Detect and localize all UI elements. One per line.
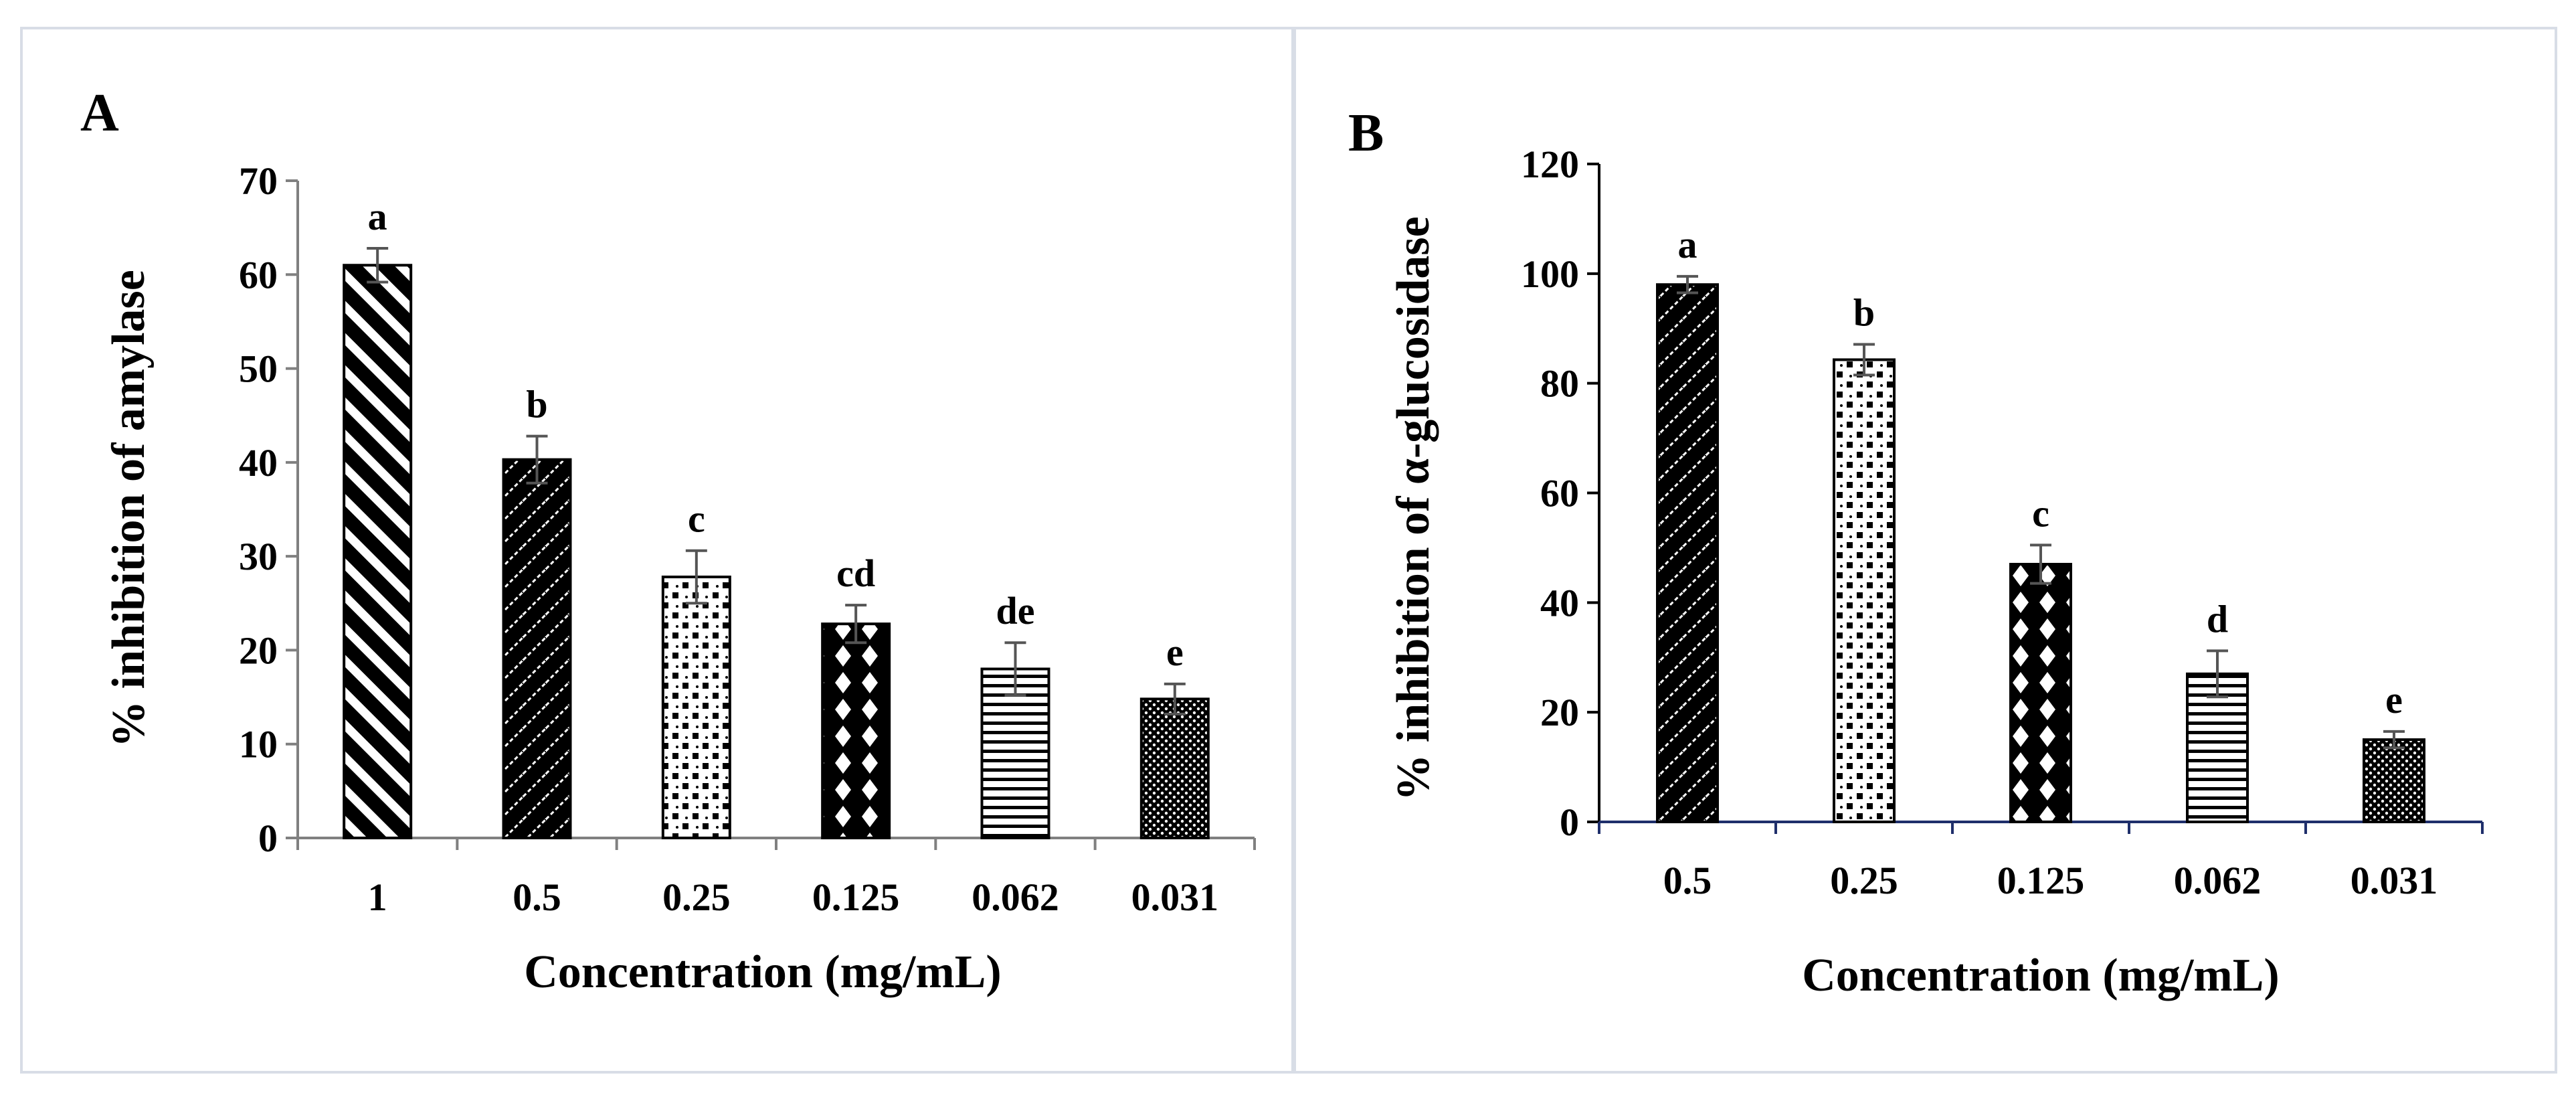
panel-b-x-axis-title: Concentration (mg/mL) xyxy=(1802,950,2280,1001)
panel-b-x-tick-label: 0.5 xyxy=(1663,859,1712,902)
panel-b-y-tick-label: 80 xyxy=(1540,362,1579,406)
panel-b-bar xyxy=(2363,738,2425,823)
panel-a-x-tick-label: 0.5 xyxy=(513,875,561,919)
panel-b-label: B xyxy=(1348,104,1384,163)
panel-b-bar xyxy=(2009,562,2072,823)
panel-a-x-tick-label: 0.125 xyxy=(812,875,900,919)
panel-b-significance-label: d xyxy=(2207,597,2228,641)
panel-b-border xyxy=(1293,27,2557,1074)
panel-b-x-tick-label: 0.031 xyxy=(2351,859,2438,902)
panel-b-bar xyxy=(1656,283,1719,823)
panel-a-significance-label: cd xyxy=(836,552,875,595)
panel-a-y-tick-label: 40 xyxy=(239,441,278,485)
panel-b-plot: 0 20 40 60 80 100 120 a 0.5 b 0.25 c 0.125 d 0.062 e 0.0… xyxy=(1521,143,2484,902)
panel-a-plot: 0 10 20 30 40 50 60 70 a 1 b 0.5 c 0.25 cd 0.125 de 0.062… xyxy=(239,159,1256,919)
panel-a-bar xyxy=(980,667,1050,839)
panel-a-significance-label: c xyxy=(688,497,705,541)
panel-a-y-tick-label: 0 xyxy=(258,817,278,860)
panel-b-y-tick-label: 100 xyxy=(1521,252,1579,296)
panel-b-y-tick-label: 120 xyxy=(1521,143,1579,186)
panel-a-y-tick-label: 10 xyxy=(239,723,278,766)
panel-a-significance-label: b xyxy=(526,383,547,426)
panel-a-border xyxy=(20,27,1294,1074)
panel-b-x-tick-label: 0.125 xyxy=(1997,859,2085,902)
panel-b-x-tick-label: 0.25 xyxy=(1830,859,1898,902)
panel-b-x-tick-label: 0.062 xyxy=(2174,859,2262,902)
panel-b-y-axis-title: % inhibition of α-glucosidase xyxy=(1388,216,1439,800)
panel-b-bar xyxy=(2186,672,2249,824)
panel-a-x-tick-label: 0.25 xyxy=(662,875,731,919)
panel-a-x-tick-label: 0.031 xyxy=(1131,875,1219,919)
panel-a-y-tick-label: 70 xyxy=(239,159,278,203)
panel-a-y-tick-label: 30 xyxy=(239,535,278,578)
panel-b-y-tick-label: 60 xyxy=(1540,472,1579,515)
panel-a-bar xyxy=(502,458,572,839)
panel-b-significance-label: a xyxy=(1678,223,1697,266)
panel-a-significance-label: de xyxy=(996,589,1035,632)
panel-a-y-tick-label: 60 xyxy=(239,253,278,297)
panel-a-label: A xyxy=(80,84,119,143)
panel-a-bar xyxy=(821,622,891,839)
panel-b-y-tick-label: 0 xyxy=(1560,800,1579,844)
panel-a-significance-label: e xyxy=(1166,630,1184,674)
panel-a-y-tick-label: 20 xyxy=(239,628,278,672)
panel-a-x-tick-label: 1 xyxy=(368,875,387,919)
panel-a-y-tick-label: 50 xyxy=(239,347,278,391)
panel-b-bar xyxy=(1833,358,1896,823)
panel-b-y-tick-label: 20 xyxy=(1540,691,1579,734)
panel-b-significance-label: c xyxy=(2032,491,2049,535)
panel-a-y-axis-title: % inhibition of amylase xyxy=(103,270,155,748)
panel-a-bar xyxy=(1139,697,1210,840)
panel-a-bar xyxy=(661,576,731,840)
panel-b-significance-label: e xyxy=(2385,678,2403,722)
panel-a-x-tick-label: 0.062 xyxy=(972,875,1059,919)
panel-b-y-tick-label: 40 xyxy=(1540,581,1579,624)
panel-a-x-axis-title: Concentration (mg/mL) xyxy=(524,946,1002,998)
panel-a-significance-label: a xyxy=(368,195,387,238)
panel-a-bar xyxy=(343,264,413,839)
panel-b-significance-label: b xyxy=(1853,291,1875,335)
